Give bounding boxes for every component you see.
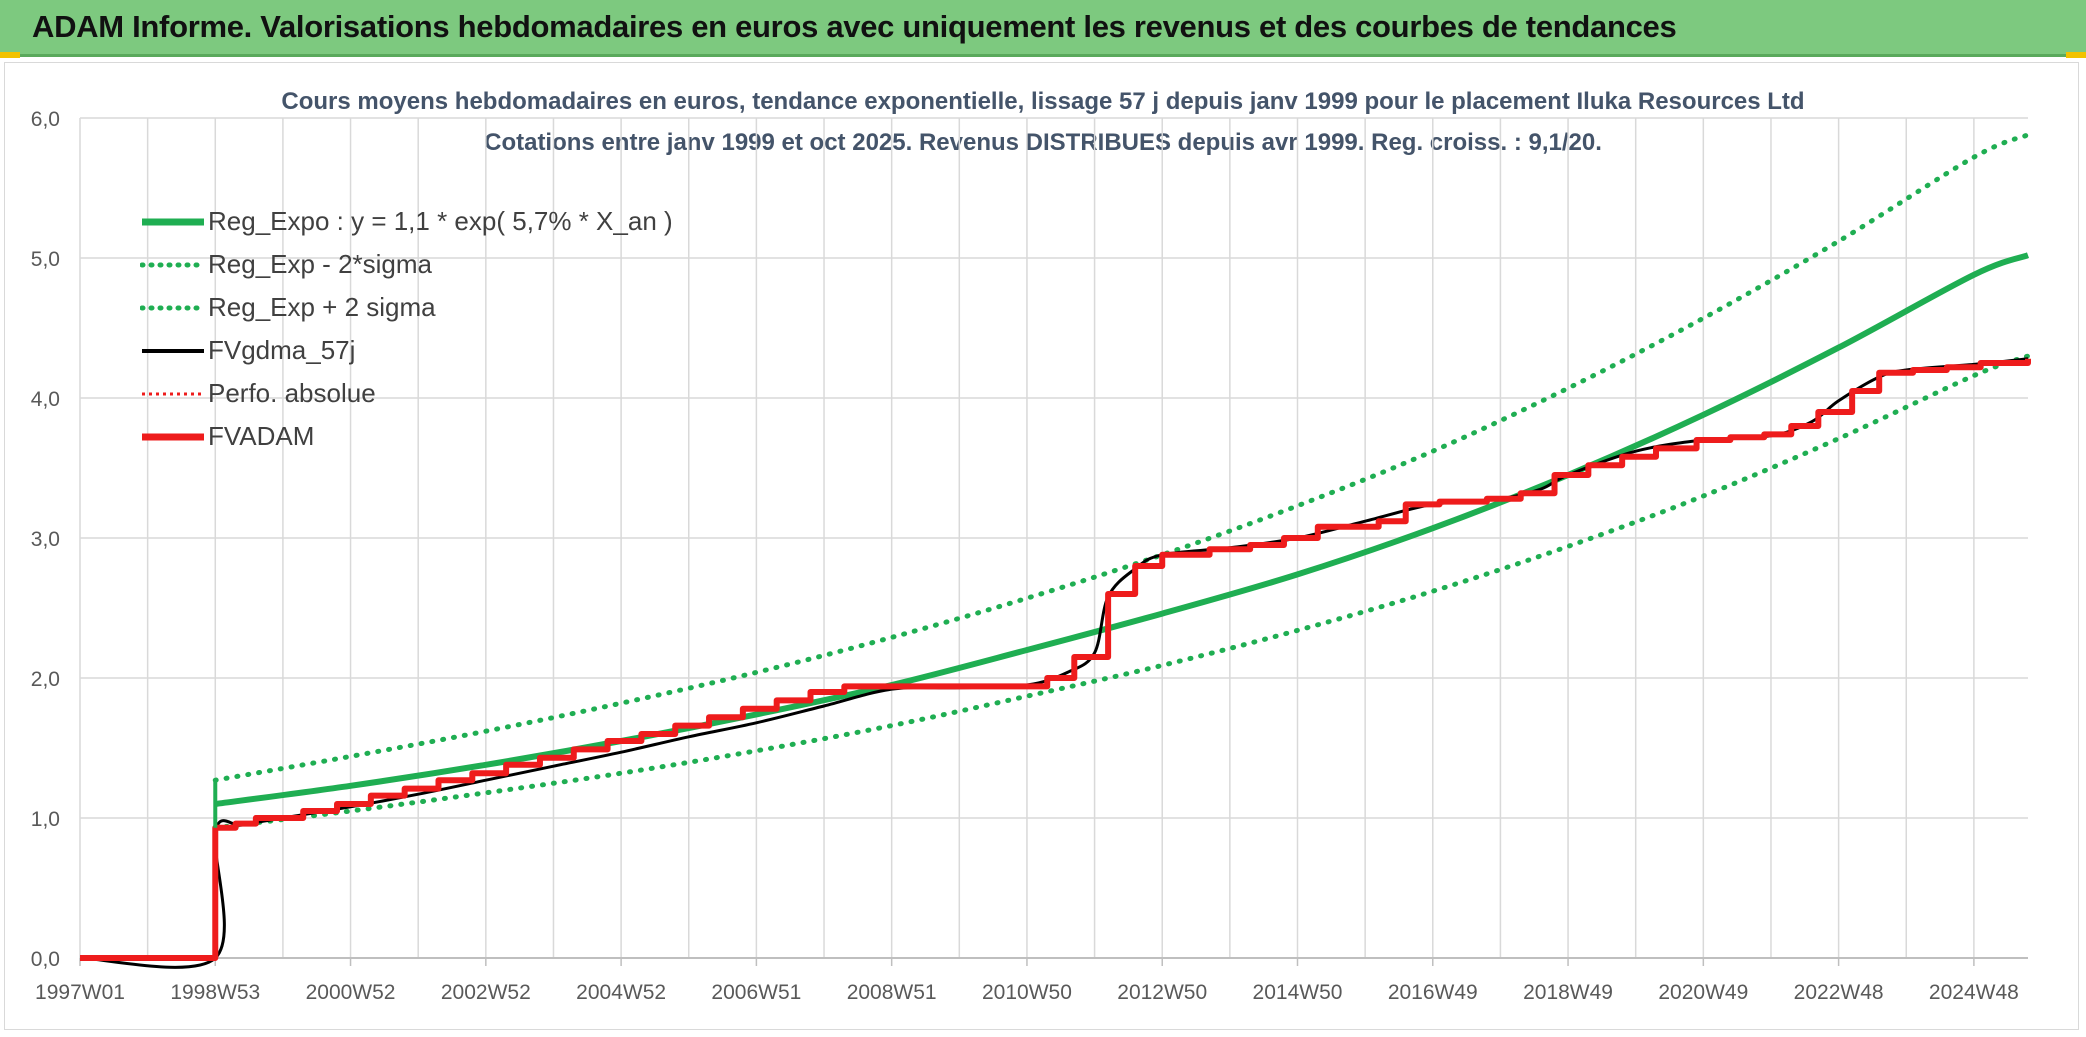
- series-fvadam: [80, 358, 2031, 961]
- x-tick-label: 2004W52: [576, 981, 666, 1004]
- x-tick-label: 2008W51: [847, 981, 937, 1004]
- y-tick-label: 3,0: [31, 528, 60, 551]
- legend-label: FVgdma_57j: [208, 335, 356, 365]
- legend-swatch-reg-expo: [142, 218, 204, 225]
- y-tick-label: 1,0: [31, 808, 60, 831]
- legend-item: Reg_Expo : y = 1,1 * exp( 5,7% * X_an ): [140, 200, 673, 243]
- legend-label: Reg_Exp + 2 sigma: [208, 292, 436, 322]
- x-tick-label: 2002W52: [441, 981, 531, 1004]
- chart-area: [4, 62, 2079, 1030]
- legend-item: Perfo. absolue: [140, 372, 673, 415]
- corner-marker: [0, 52, 20, 58]
- y-tick-label: 6,0: [31, 108, 60, 131]
- y-tick-label: 5,0: [31, 248, 60, 271]
- legend-swatch-fvadam: [142, 433, 204, 440]
- x-tick-label: 2010W50: [982, 981, 1072, 1004]
- legend-label: Reg_Expo : y = 1,1 * exp( 5,7% * X_an ): [208, 206, 673, 236]
- report-banner: ADAM Informe. Valorisations hebdomadaire…: [0, 0, 2086, 57]
- y-tick-label: 2,0: [31, 668, 60, 691]
- report-title: ADAM Informe. Valorisations hebdomadaire…: [32, 9, 1677, 44]
- x-tick-label: 2024W48: [1929, 981, 2019, 1004]
- legend-swatch-perfo: [142, 392, 204, 395]
- corner-marker: [2066, 52, 2086, 58]
- y-tick-label: 0,0: [31, 948, 60, 971]
- legend-label: Perfo. absolue: [208, 378, 376, 408]
- chart-title: Cours moyens hebdomadaires en euros, ten…: [281, 88, 1805, 115]
- x-tick-label: 2020W49: [1658, 981, 1748, 1004]
- legend-item: Reg_Exp - 2*sigma: [140, 243, 673, 286]
- legend-item: FVgdma_57j: [140, 329, 673, 372]
- chart-subtitle: Cotations entre janv 1999 et oct 2025. R…: [484, 129, 1602, 156]
- series-reg-expo: [214, 252, 2030, 807]
- x-tick-label: 2022W48: [1794, 981, 1884, 1004]
- y-tick-label: 4,0: [31, 388, 60, 411]
- chart-legend: Reg_Expo : y = 1,1 * exp( 5,7% * X_an ) …: [140, 200, 673, 458]
- legend-item: FVADAM: [140, 415, 673, 458]
- legend-swatch-fvgdma: [142, 348, 204, 353]
- legend-swatch-reg-exp-minus: [140, 262, 206, 267]
- x-tick-label: 2012W50: [1117, 981, 1207, 1004]
- x-tick-label: 1998W53: [170, 981, 260, 1004]
- legend-label: Reg_Exp - 2*sigma: [208, 249, 432, 279]
- x-tick-label: 1997W01: [35, 981, 125, 1004]
- x-tick-label: 2018W49: [1523, 981, 1613, 1004]
- legend-swatch-reg-exp-plus: [140, 305, 206, 310]
- legend-label: FVADAM: [208, 421, 315, 451]
- x-tick-label: 2006W51: [711, 981, 801, 1004]
- legend-item: Reg_Exp + 2 sigma: [140, 286, 673, 329]
- series-reg-exp-plus-2sigma: [212, 132, 2031, 783]
- x-tick-label: 2014W50: [1253, 981, 1343, 1004]
- x-tick-label: 2000W52: [306, 981, 396, 1004]
- x-tick-label: 2016W49: [1388, 981, 1478, 1004]
